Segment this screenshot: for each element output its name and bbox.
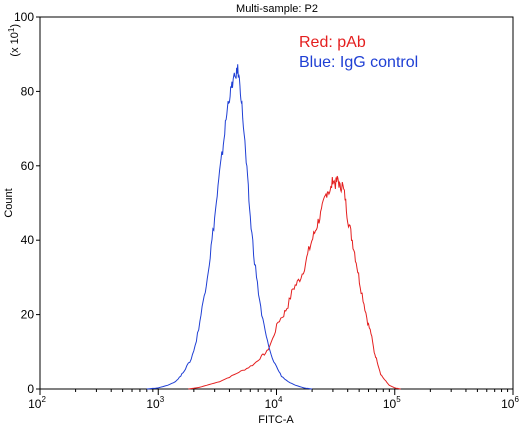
y-tick-label-80: 80 [21, 84, 35, 98]
svg-text:(x 101): (x 101) [7, 24, 21, 57]
y-tick-label-20: 20 [21, 308, 35, 322]
x-tick-label-2: 104 [265, 395, 283, 411]
x-tick-label-exponent: 3 [160, 395, 165, 404]
y-tick-label-0: 0 [27, 382, 34, 396]
x-tick-label-base: 10 [265, 397, 279, 411]
plot-frame [39, 16, 514, 390]
chart-title: Multi-sample: P2 [236, 3, 318, 15]
x-tick-label-3: 105 [383, 395, 401, 411]
y-tick-label-60: 60 [21, 159, 35, 173]
y-tick-label-100: 100 [14, 10, 34, 24]
y-axis: 0 20 40 60 80 100 [14, 10, 40, 396]
y-multiplier-text: (x 10 [9, 32, 21, 56]
x-tick-label-exponent: 2 [41, 395, 46, 404]
y-multiplier-exponent: 1 [7, 27, 16, 32]
x-axis-title: FITC-A [258, 414, 294, 426]
x-tick-label-0: 102 [28, 395, 46, 411]
y-tick-label-40: 40 [21, 233, 35, 247]
x-tick-label-base: 10 [28, 397, 42, 411]
x-tick-label-4: 106 [501, 395, 519, 411]
x-tick-label-exponent: 5 [396, 395, 401, 404]
y-axis-title: Count [3, 188, 15, 217]
x-tick-label-base: 10 [501, 397, 515, 411]
x-tick-label-1: 103 [146, 395, 164, 411]
x-tick-label-exponent: 6 [514, 395, 519, 404]
x-axis: 102 103 104 105 106 [28, 389, 519, 411]
x-tick-label-base: 10 [146, 397, 160, 411]
legend-entry-pab: Red: pAb [299, 34, 366, 51]
x-tick-label-exponent: 4 [278, 395, 283, 404]
series-line-igg-control [146, 64, 313, 390]
y-multiplier-label: (x 101) [7, 24, 21, 57]
x-tick-label-base: 10 [383, 397, 397, 411]
legend-entry-igg-control: Blue: IgG control [299, 54, 418, 71]
series-line-pab [188, 175, 401, 390]
legend: Red: pAb Blue: IgG control [299, 34, 418, 71]
series-group [146, 64, 401, 390]
